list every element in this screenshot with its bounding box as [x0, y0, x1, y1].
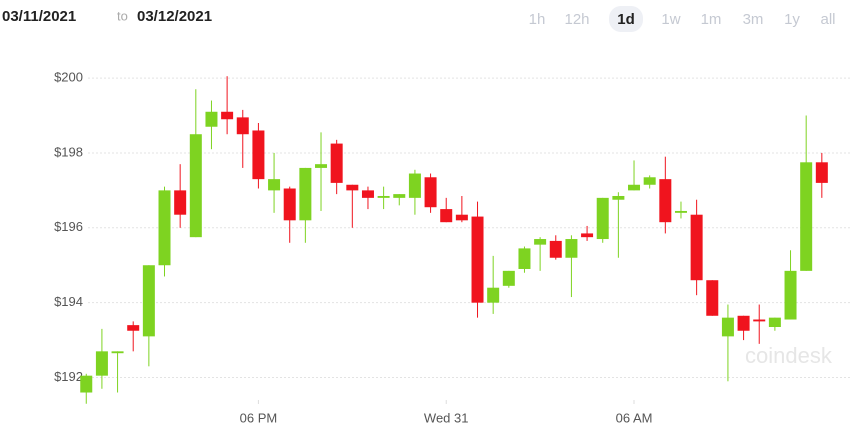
candle-body [706, 280, 719, 316]
candle-body [784, 270, 797, 320]
candle-body [596, 197, 609, 240]
x-tick-label: 06 AM [616, 410, 653, 425]
candle-body [737, 315, 750, 331]
candle-body [80, 375, 93, 393]
candle-body [518, 248, 531, 269]
watermark: coindesk [745, 343, 833, 368]
candle-body [534, 239, 547, 245]
candle-body [408, 173, 421, 198]
candle-body [628, 184, 641, 191]
candle-body [221, 111, 234, 120]
candle-body [268, 179, 281, 191]
candle-body [330, 143, 343, 183]
candle-body [815, 162, 828, 183]
candle-body [549, 240, 562, 258]
range-button[interactable]: 1d [617, 11, 635, 28]
candle-body [800, 162, 813, 271]
y-tick-label: $196 [54, 219, 83, 234]
candle-body [142, 265, 155, 337]
range-button[interactable]: all [820, 11, 835, 28]
y-tick-label: $192 [54, 369, 83, 384]
candle-body [581, 233, 594, 238]
candle-body [690, 214, 703, 281]
candle-body [95, 351, 108, 376]
candle-body [361, 190, 374, 198]
candle-body [502, 270, 515, 286]
candle-body [487, 287, 500, 303]
candle-body [659, 179, 672, 223]
candle-body [565, 239, 578, 258]
range-button[interactable]: 3m [743, 11, 764, 28]
candle-body [377, 195, 390, 198]
candle-body [393, 194, 406, 198]
candle-body [189, 134, 202, 238]
date-to-word: to [117, 8, 128, 23]
candle-body [174, 190, 187, 215]
candle-body [111, 351, 124, 354]
range-button[interactable]: 1y [784, 11, 800, 28]
candle-body [440, 209, 453, 223]
candle-body [471, 216, 484, 303]
candle-body [127, 325, 140, 331]
candle-body [612, 195, 625, 200]
candle-body [674, 210, 687, 213]
candle-body [721, 317, 734, 337]
y-tick-label: $200 [54, 70, 83, 85]
candle-body [768, 317, 781, 328]
date-from: 03/11/2021 [2, 8, 76, 25]
candle-body [299, 167, 312, 221]
y-tick-label: $198 [54, 144, 83, 159]
range-button[interactable]: 1w [661, 11, 680, 28]
candle-body [158, 190, 171, 266]
candle-body [205, 111, 218, 127]
candle-body [236, 117, 249, 135]
candle-body [315, 164, 328, 168]
range-button[interactable]: 1h [529, 11, 546, 28]
y-tick-label: $194 [54, 294, 83, 309]
candle-body [424, 177, 437, 208]
candle-body [252, 130, 265, 180]
candle-body [283, 188, 296, 221]
range-button[interactable]: 12h [564, 11, 589, 28]
candle-body [753, 319, 766, 322]
x-tick-label: Wed 31 [424, 410, 469, 425]
x-tick-label: 06 PM [240, 410, 278, 425]
candle-body [455, 214, 468, 221]
range-button[interactable]: 1m [701, 11, 722, 28]
candle-body [643, 177, 656, 185]
range-button-bg[interactable] [609, 6, 643, 32]
date-to: 03/12/2021 [137, 8, 212, 25]
candle-body [346, 184, 359, 191]
